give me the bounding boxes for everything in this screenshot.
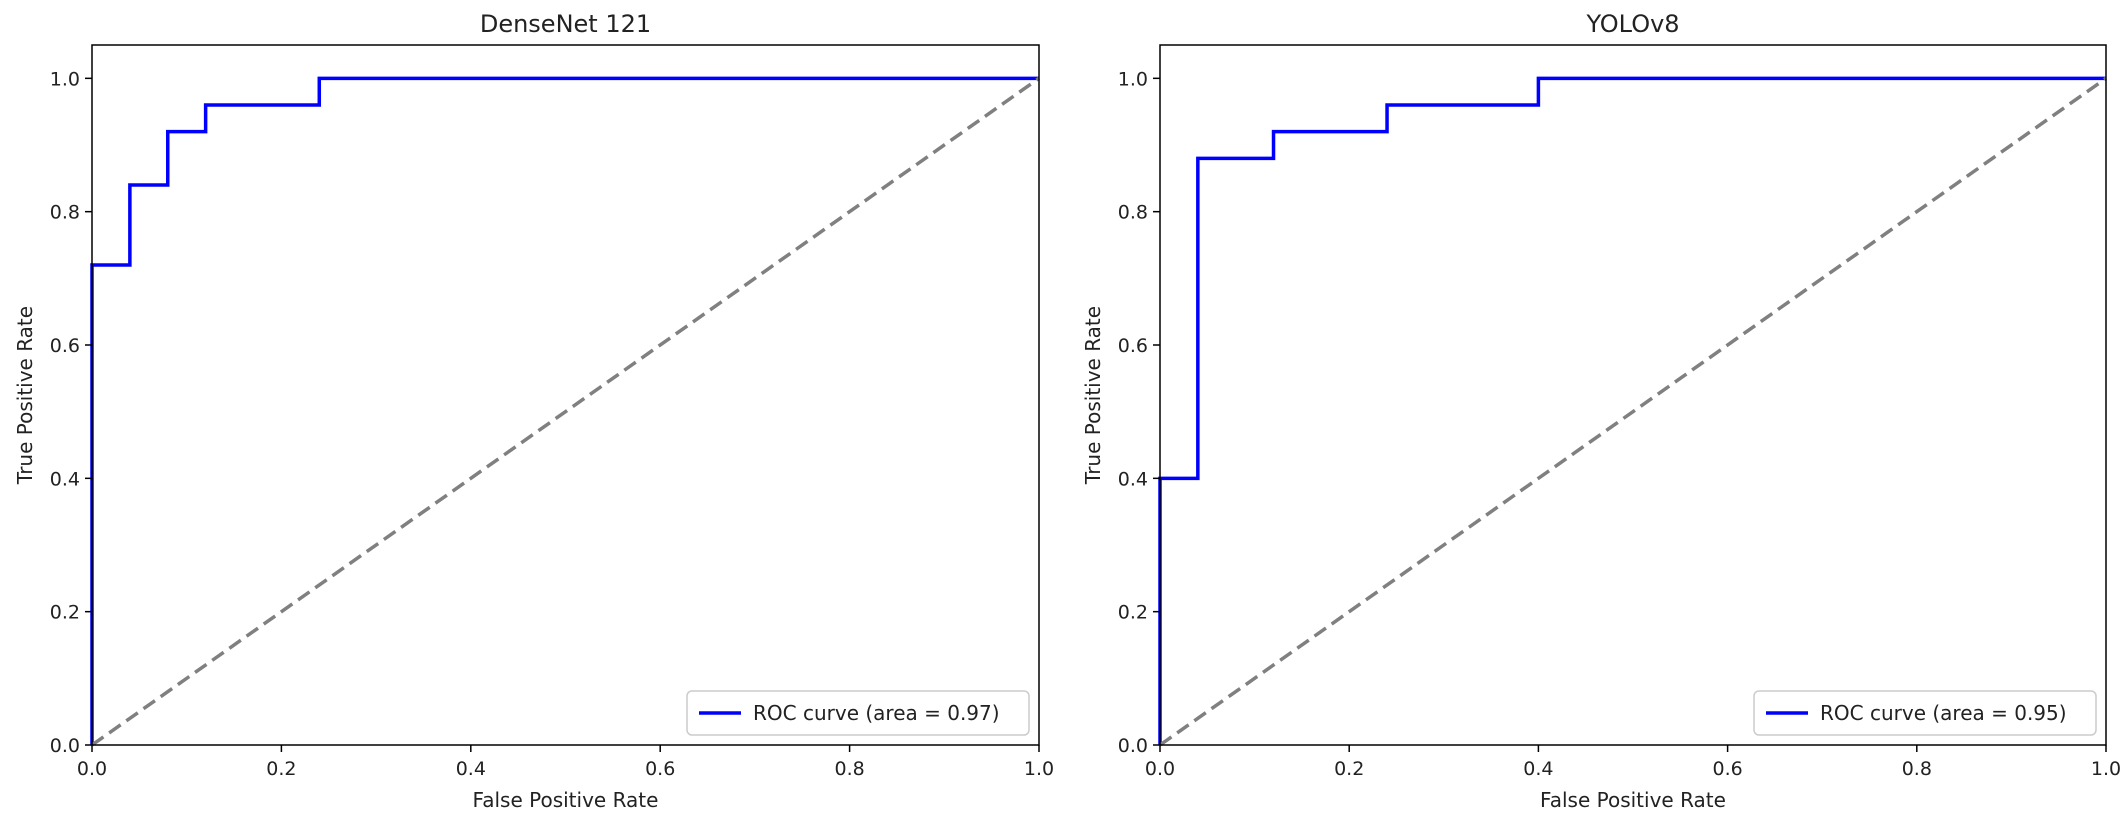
legend-entry-label: ROC curve (area = 0.97) xyxy=(753,701,1000,725)
legend-box xyxy=(686,690,1030,736)
y-tick-label: 0.2 xyxy=(50,602,80,624)
legend: ROC curve (area = 0.95) xyxy=(1753,690,2097,736)
y-tick-label: 0.8 xyxy=(1118,202,1148,224)
y-axis-label: True Positive Rate xyxy=(13,306,37,485)
x-tick-label: 0.0 xyxy=(1145,758,1175,780)
legend-box xyxy=(1753,690,2097,736)
y-tick-label: 1.0 xyxy=(1118,68,1148,90)
x-tick-label: 0.0 xyxy=(77,758,107,780)
y-tick-label: 0.0 xyxy=(1118,735,1148,757)
x-axis-label: False Positive Rate xyxy=(473,788,659,812)
chance-diagonal-line xyxy=(1158,76,2108,747)
x-tick-label: 0.4 xyxy=(1523,758,1553,780)
y-axis-label: True Positive Rate xyxy=(1081,306,1105,485)
y-tick-label: 0.4 xyxy=(50,468,80,490)
plot-frame xyxy=(91,44,1040,746)
chart-title: DenseNet 121 xyxy=(480,10,651,38)
x-tick-label: 0.8 xyxy=(834,758,864,780)
x-tick-label: 0.6 xyxy=(1712,758,1742,780)
legend-entry-label: ROC curve (area = 0.95) xyxy=(1820,701,2067,725)
y-tick-label: 0.4 xyxy=(1118,468,1148,490)
roc-curve-line xyxy=(1158,76,2106,745)
y-tick-label: 0.2 xyxy=(1118,602,1148,624)
x-axis-label: False Positive Rate xyxy=(1540,788,1726,812)
y-tick-label: 1.0 xyxy=(50,68,80,90)
y-tick-label: 0.6 xyxy=(1118,335,1148,357)
x-tick-label: 0.2 xyxy=(266,758,296,780)
y-tick-label: 0.8 xyxy=(50,202,80,224)
x-tick-label: 0.8 xyxy=(1902,758,1932,780)
roc-curve-line xyxy=(90,76,1039,745)
y-tick-label: 0.0 xyxy=(50,735,80,757)
x-tick-label: 1.0 xyxy=(1024,758,1054,780)
chart-panel-2: YOLOv8 0.0 0.2 0.4 0.6 0.8 1.0 0.0 0.2 0.4 0.6 0.8 1… xyxy=(1081,10,2121,812)
chance-diagonal-line xyxy=(90,76,1041,747)
x-tick-label: 0.4 xyxy=(456,758,486,780)
x-tick-label: 0.2 xyxy=(1334,758,1364,780)
y-tick-label: 0.6 xyxy=(50,335,80,357)
plot-frame xyxy=(1159,44,2107,746)
legend: ROC curve (area = 0.97) xyxy=(686,690,1030,736)
x-tick-label: 0.6 xyxy=(645,758,675,780)
x-tick-label: 1.0 xyxy=(2091,758,2121,780)
chart-panel-1: DenseNet 121 0.0 0.2 0.4 0.6 0.8 1.0 0.0 0.2 0.4 0… xyxy=(13,10,1054,812)
chart-title: YOLOv8 xyxy=(1585,10,1679,38)
